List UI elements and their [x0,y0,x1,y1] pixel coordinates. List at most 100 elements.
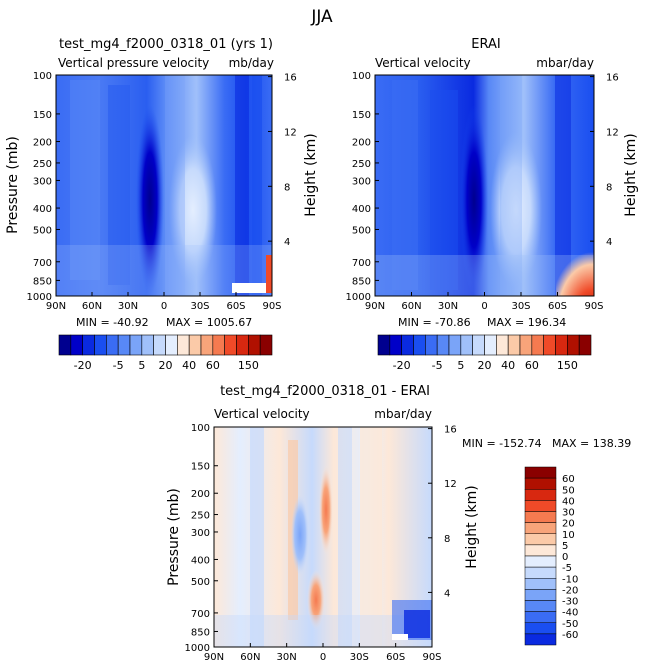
panel-erai-colorbar-box [460,334,473,356]
panel-model-colorbar: -20 -5 5 20 40 60 150 [58,334,273,372]
panel-erai-colorbar-label: -5 [432,359,443,372]
panel-diff-colorbar-box [524,522,557,534]
panel-erai-pressure-axis: 100 150 200 250 300 400 500 700 850 1000 [346,71,379,303]
panel-erai-colorbar-label: 60 [525,359,539,372]
panel-model-lat-tick-label: 60N [82,301,102,312]
panel-model-pressure-tick-label: 400 [33,204,52,215]
panel-erai-colorbar-label: 5 [457,359,464,372]
panel-erai-title: ERAI [471,37,500,52]
panel-diff-colorbar-label: -40 [562,608,578,619]
panel-model-colorbar-box [94,334,107,356]
panel-diff-colorbar-label: -10 [562,574,578,585]
panel-diff-colorbar-box [524,600,557,612]
panel-erai-pressure-tick-label: 700 [352,258,371,269]
panel-diff-pressure-tick-label: 200 [191,489,210,500]
panel-diff-pressure-tick-label: 400 [191,555,210,566]
panel-model-pressure-tick-label: 1000 [27,292,52,303]
panel-diff-height-tick-label: 4 [444,588,450,599]
panel-model-pressure-tick-label: 200 [33,138,52,149]
panel-diff-colorbar-label: -60 [562,630,578,641]
panel-erai-colorbar-box [448,334,462,356]
panel-erai-height-tick-label: 8 [606,182,612,193]
panel-diff-colorbar-box [524,466,557,479]
figure-title: JJA [310,7,333,27]
panel-diff-height-tick-label: 12 [444,479,457,490]
panel-diff-colorbar-box [524,589,557,601]
panel-diff-pressure-tick-label: 100 [191,423,210,434]
panel-erai-colorbar-box [519,334,533,356]
panel-erai-field [375,75,594,296]
panel-model-pressure-tick-label: 150 [33,110,52,121]
panel-erai-height-tick-label: 12 [606,127,619,138]
panel-erai: ERAI Vertical velocity mbar/day 100 150 20… [346,37,639,372]
panel-model-colorbar-label: -5 [113,359,124,372]
panel-diff-colorbar-label: -20 [562,585,578,596]
panel-diff-colorbar-label: -30 [562,597,578,608]
panel-erai-lat-tick-label: 30S [511,301,530,312]
panel-model-title: test_mg4_f2000_0318_01 (yrs 1) [59,37,273,52]
panel-diff-pressure-tick-label: 150 [191,462,210,473]
panel-erai-pressure-tick-label: 850 [352,276,371,287]
panel-diff-lat-tick-label: 30N [277,652,297,663]
panel-erai-pressure-tick-label: 300 [352,176,371,187]
panel-diff-pressure-tick-label: 250 [191,511,210,522]
panel-diff-height-tick-label: 16 [444,425,457,436]
panel-erai-height-axis: 4 8 12 16 [590,73,619,248]
panel-diff-colorbar-box [524,533,557,546]
panel-erai-pressure-tick-label: 400 [352,204,371,215]
panel-erai-height-tick-label: 16 [606,73,619,84]
panel-erai-colorbar-box [472,334,485,356]
panel-diff-max-label: MAX = 138.39 [552,437,631,450]
panel-erai-colorbar-label: 150 [557,359,578,372]
panel-erai-subtitle-left: Vertical velocity [375,56,471,70]
panel-erai-colorbar-label: 40 [501,359,515,372]
panel-diff-lat-tick-label: 30S [350,652,369,663]
panel-erai-max-label: MAX = 196.34 [487,316,566,329]
panel-erai-subtitle-right: mbar/day [536,56,594,70]
panel-erai-min-label: MIN = -70.86 [398,316,471,329]
panel-model-pressure-tick-label: 300 [33,176,52,187]
panel-diff-height-axis: 4 8 12 16 [428,425,457,599]
panel-diff-colorbar-box [524,555,557,568]
panel-erai-lat-tick-label: 90S [584,301,603,312]
panel-diff-colorbar-box [524,477,557,490]
panel-erai-colorbar-box [377,334,391,356]
panel-model-colorbar-box [236,334,249,356]
panel-erai-colorbar-box [543,334,556,356]
panel-model-lat-tick-label: 90S [262,301,281,312]
panel-erai-ylabel-right: Height (km) [623,133,639,216]
panel-diff-ylabel-right: Height (km) [464,485,480,568]
panel-model-height-tick-label: 8 [284,182,290,193]
panel-erai-colorbar-box [507,334,521,356]
panel-erai-colorbar: -20 -5 5 20 40 60 150 [377,334,592,372]
panel-model-colorbar-box [58,334,72,356]
panel-diff-colorbar-label: 0 [562,552,568,563]
panel-diff-colorbar-label: 60 [562,474,575,485]
panel-model-pressure-tick-label: 500 [33,225,52,236]
panel-model-colorbar-box [224,334,237,356]
panel-model-ylabel-right: Height (km) [303,133,319,216]
panel-model-colorbar-box [153,334,166,356]
panel-erai-colorbar-box [484,334,497,356]
panel-model-colorbar-label: 40 [182,359,196,372]
panel-diff-colorbar-box [524,500,557,512]
panel-erai-pressure-tick-label: 1000 [346,292,371,303]
panel-erai-colorbar-box [567,334,580,356]
panel-diff-title: test_mg4_f2000_0318_01 - ERAI [220,384,430,399]
panel-diff-colorbar-box [524,489,557,501]
panel-diff-lat-tick-label: 60S [386,652,405,663]
panel-erai-colorbar-box [496,334,509,356]
panel-diff-colorbar-box [524,566,557,579]
panel-model-lat-tick-label: 0 [161,301,167,312]
panel-model-lat-axis: 90N 60N 30N 0 30S 60S 90S [46,292,282,312]
panel-diff: test_mg4_f2000_0318_01 - ERAI Vertical v… [166,384,631,663]
panel-model-colorbar-box [117,334,131,356]
panel-erai-colorbar-box [389,334,402,356]
panel-model-lat-tick-label: 30S [190,301,209,312]
panel-model-colorbar-box [177,334,190,356]
panel-model-subtitle-left: Vertical pressure velocity [58,56,209,70]
panel-diff-ylabel: Pressure (mb) [166,488,182,586]
panel-diff-colorbar-box [524,633,557,646]
